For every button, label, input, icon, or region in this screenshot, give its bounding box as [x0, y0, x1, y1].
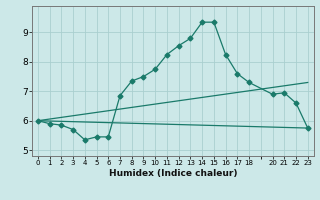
X-axis label: Humidex (Indice chaleur): Humidex (Indice chaleur) — [108, 169, 237, 178]
